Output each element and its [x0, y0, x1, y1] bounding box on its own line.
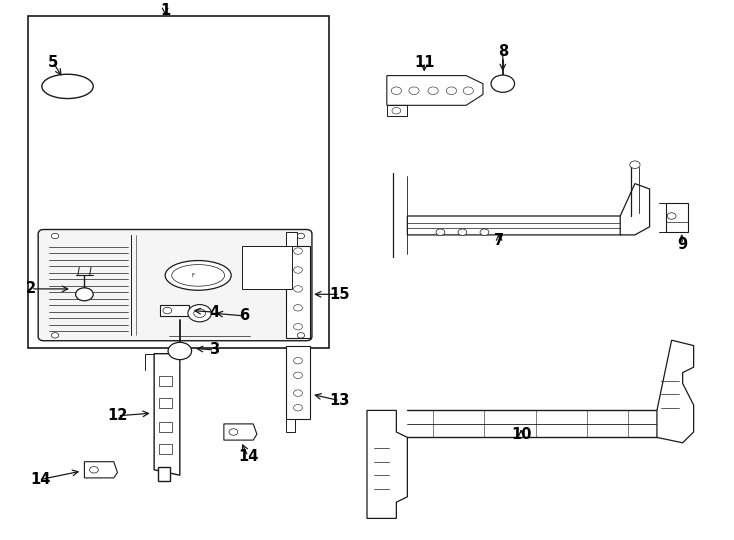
- Circle shape: [463, 87, 473, 94]
- Text: 8: 8: [498, 44, 508, 59]
- Ellipse shape: [42, 75, 93, 98]
- Polygon shape: [158, 467, 170, 481]
- Bar: [159, 444, 172, 454]
- Circle shape: [163, 307, 172, 314]
- Circle shape: [90, 467, 98, 473]
- Circle shape: [194, 309, 206, 318]
- Text: 9: 9: [677, 237, 688, 252]
- Bar: [159, 398, 172, 408]
- Text: 6: 6: [239, 308, 250, 323]
- Polygon shape: [286, 418, 295, 432]
- Circle shape: [297, 233, 305, 239]
- Circle shape: [458, 229, 467, 235]
- Circle shape: [297, 333, 305, 338]
- FancyBboxPatch shape: [38, 230, 312, 341]
- Text: 7: 7: [494, 233, 504, 248]
- Polygon shape: [387, 76, 483, 105]
- Circle shape: [76, 288, 93, 301]
- Polygon shape: [407, 216, 635, 235]
- Text: 15: 15: [330, 287, 350, 302]
- Circle shape: [491, 75, 515, 92]
- Circle shape: [294, 305, 302, 311]
- Bar: [666, 202, 688, 232]
- Text: 13: 13: [330, 393, 350, 408]
- Circle shape: [436, 229, 445, 235]
- Circle shape: [294, 372, 302, 379]
- Circle shape: [294, 267, 302, 273]
- Polygon shape: [224, 424, 257, 440]
- Circle shape: [409, 87, 419, 94]
- Text: 14: 14: [30, 472, 51, 487]
- Circle shape: [294, 323, 302, 330]
- Polygon shape: [387, 105, 407, 116]
- Text: 14: 14: [238, 449, 258, 464]
- Polygon shape: [286, 232, 297, 246]
- FancyBboxPatch shape: [28, 16, 329, 348]
- FancyBboxPatch shape: [242, 246, 292, 289]
- Polygon shape: [657, 340, 694, 443]
- Circle shape: [294, 286, 302, 292]
- Polygon shape: [154, 354, 180, 475]
- Circle shape: [294, 404, 302, 411]
- Circle shape: [667, 213, 676, 219]
- Circle shape: [229, 429, 238, 435]
- Circle shape: [168, 342, 192, 360]
- Bar: [159, 422, 172, 432]
- Circle shape: [294, 390, 302, 396]
- Polygon shape: [84, 462, 117, 478]
- Polygon shape: [367, 410, 407, 518]
- Circle shape: [51, 333, 59, 338]
- Polygon shape: [620, 184, 650, 235]
- Circle shape: [391, 87, 401, 94]
- Text: 2: 2: [26, 281, 36, 296]
- Circle shape: [188, 305, 211, 322]
- Bar: [159, 376, 172, 386]
- Circle shape: [480, 229, 489, 235]
- Circle shape: [392, 107, 401, 114]
- Text: 4: 4: [209, 305, 219, 320]
- Circle shape: [428, 87, 438, 94]
- Polygon shape: [160, 305, 189, 316]
- Text: F: F: [192, 273, 195, 279]
- Text: 10: 10: [511, 427, 531, 442]
- Circle shape: [51, 233, 59, 239]
- Text: 11: 11: [414, 55, 435, 70]
- Text: 1: 1: [160, 3, 170, 18]
- Text: 3: 3: [209, 342, 219, 357]
- Circle shape: [294, 357, 302, 364]
- Circle shape: [294, 248, 302, 254]
- Ellipse shape: [172, 265, 225, 286]
- Ellipse shape: [165, 260, 231, 290]
- Circle shape: [630, 161, 640, 168]
- Text: 5: 5: [48, 55, 58, 70]
- Text: 12: 12: [107, 408, 128, 423]
- Circle shape: [446, 87, 457, 94]
- Polygon shape: [286, 346, 310, 418]
- Polygon shape: [286, 246, 310, 338]
